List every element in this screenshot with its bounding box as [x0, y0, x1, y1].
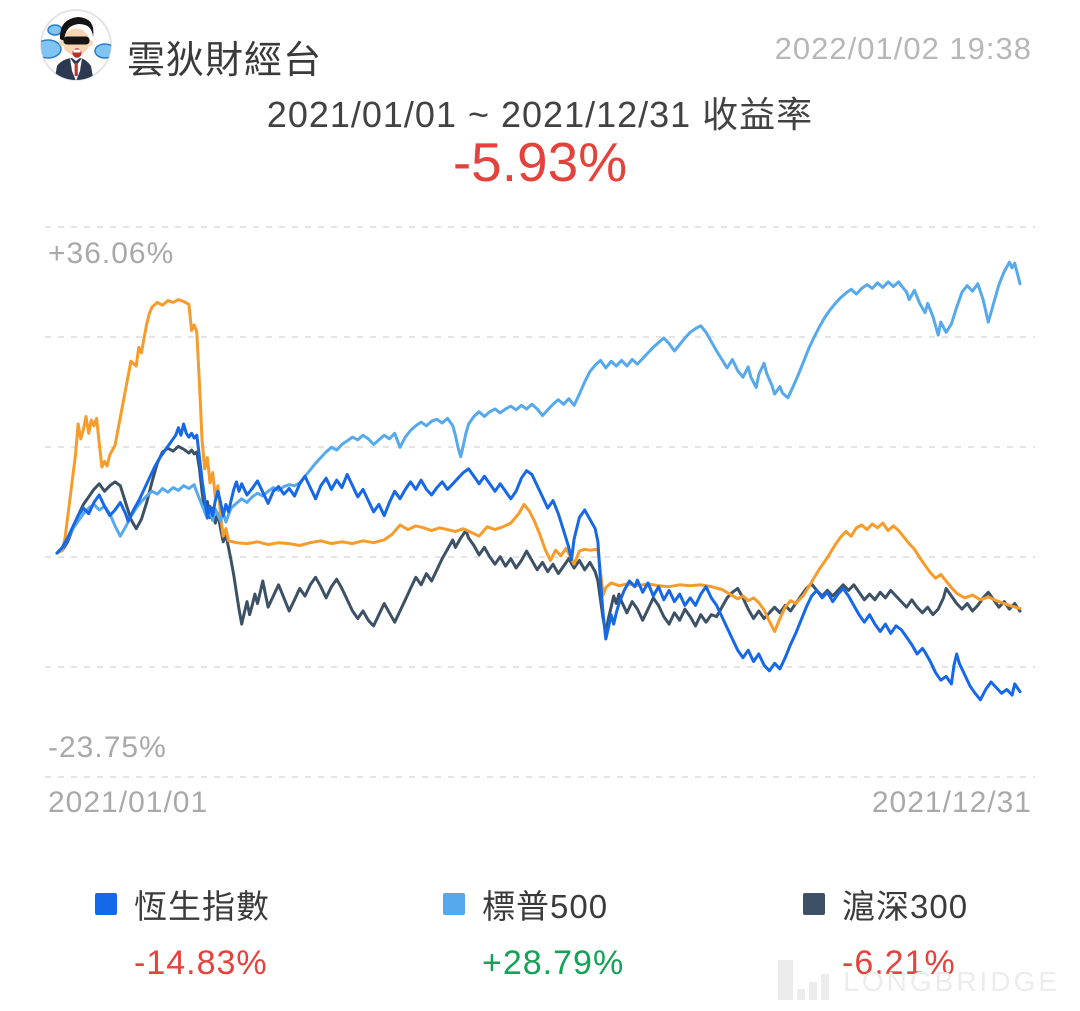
y-axis-max-label: +36.06% — [48, 237, 175, 270]
sunglasses-icon — [63, 36, 90, 45]
legend-swatch-hsi — [95, 893, 117, 915]
timestamp: 2022/01/02 19:38 — [774, 31, 1032, 66]
legend-swatch-csi300 — [803, 893, 825, 915]
watermark-brand: LONGBRIDGE — [843, 966, 1060, 997]
series-line-hsi — [55, 422, 1022, 702]
total-return-value: -5.93% — [452, 131, 628, 193]
legend-value-sp500: +28.79% — [482, 944, 625, 982]
watermark: LONGBRIDGE — [778, 960, 1060, 1000]
longbridge-logo-icon — [778, 960, 830, 1000]
legend-label-sp500: 標普500 — [482, 888, 609, 925]
legend-item-sp500: 標普500 +28.79% — [443, 880, 624, 983]
legend-item-hsi: 恆生指數 -14.83% — [95, 880, 270, 983]
channel-name: 雲狄財經台 — [127, 40, 323, 82]
legend-value-csi300: -6.21% — [842, 944, 956, 982]
series-line-portfolio — [55, 298, 1022, 633]
legend-item-csi300: 滬深300 -6.21% — [803, 880, 968, 983]
legend-swatch-sp500 — [443, 893, 465, 915]
x-axis-end-label: 2021/12/31 — [871, 786, 1032, 819]
chart-title: 2021/01/01 ~ 2021/12/31 收益率 — [266, 94, 814, 135]
legend-label-csi300: 滬深300 — [842, 888, 969, 925]
x-axis-start-label: 2021/01/01 — [48, 786, 209, 819]
series-line-sp500 — [55, 260, 1022, 555]
y-axis-min-label: -23.75% — [48, 731, 167, 764]
legend-value-hsi: -14.83% — [134, 944, 268, 982]
legend-label-hsi: 恆生指數 — [134, 888, 270, 925]
avatar-illustration — [40, 9, 112, 81]
avatar — [40, 9, 112, 81]
